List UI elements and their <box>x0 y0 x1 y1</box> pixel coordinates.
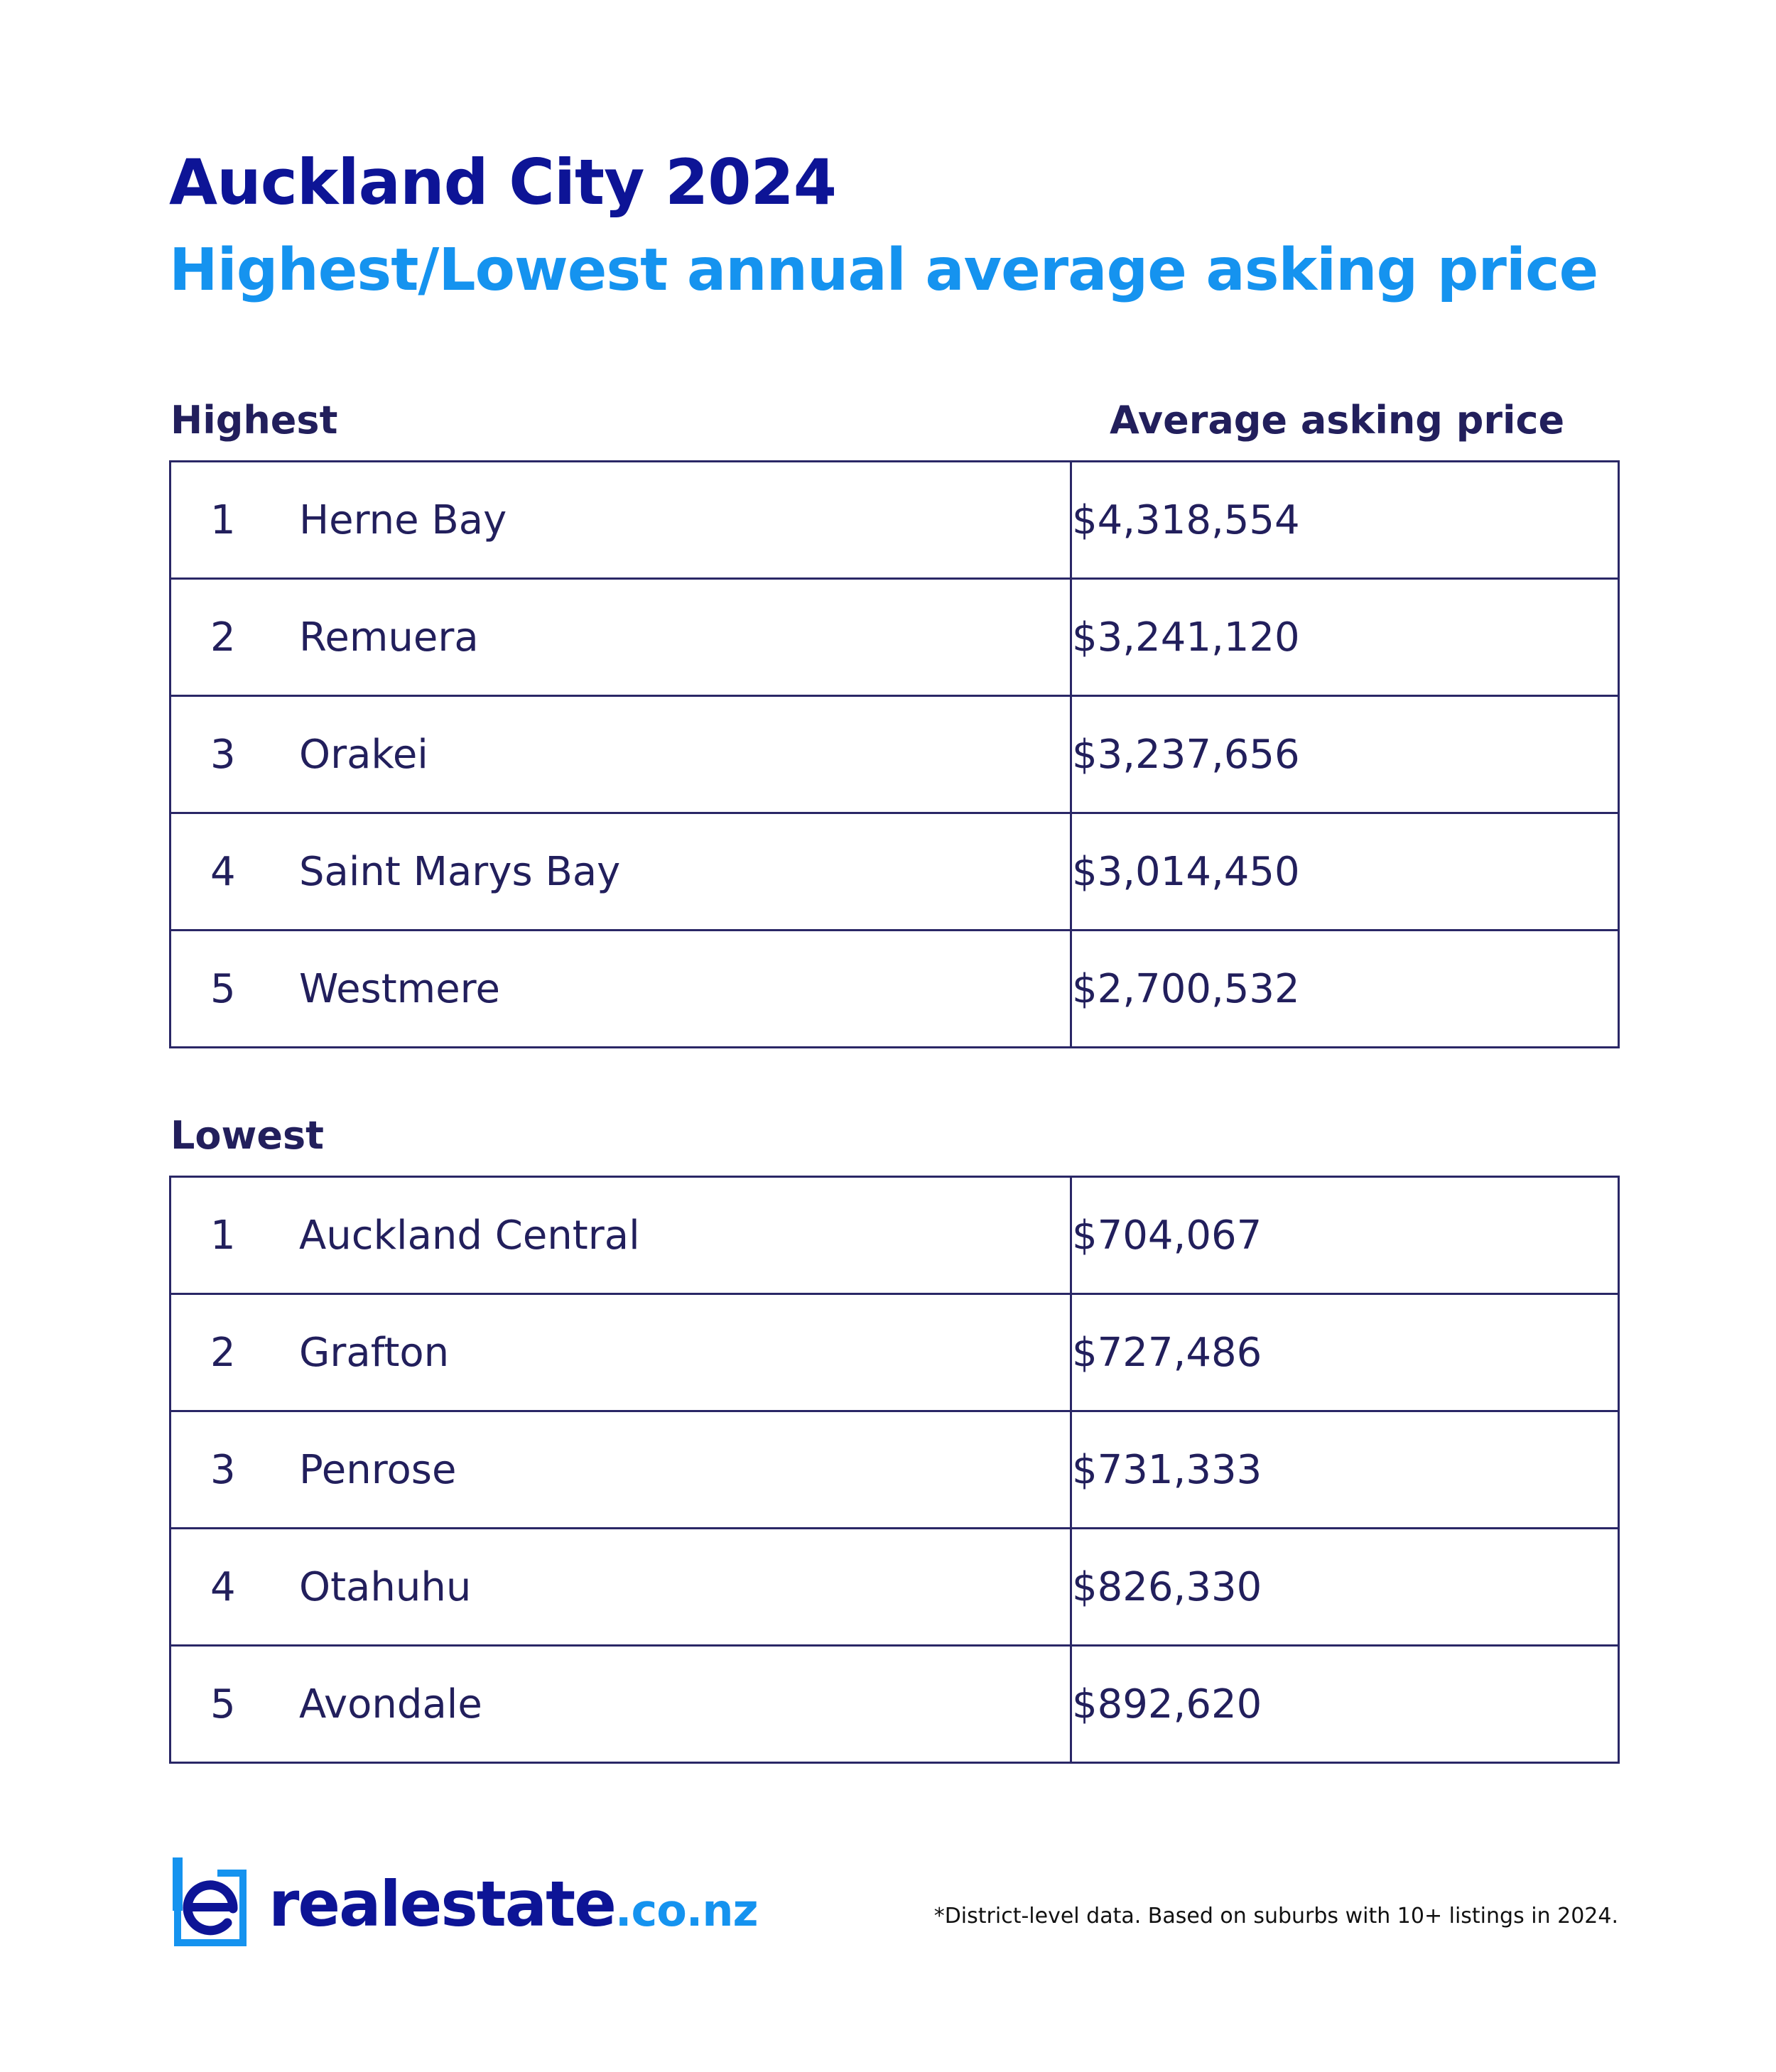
rank-number: 2 <box>210 1329 236 1376</box>
suburb-name: Orakei <box>299 731 428 778</box>
price-cell: $892,620 <box>1070 1644 1620 1764</box>
lowest-table-row: 2 Grafton $727,486 <box>169 1293 1620 1412</box>
logo-wordmark: realestate.co.nz <box>269 1867 759 1941</box>
suburb-cell: 3 Orakei <box>169 695 1072 814</box>
lowest-table-row: 3 Penrose $731,333 <box>169 1410 1620 1529</box>
realestate-logo: realestate.co.nz <box>168 1857 759 1950</box>
price-column-header: Average asking price <box>1110 398 1565 443</box>
highest-table-row: 5 Westmere $2,700,532 <box>169 929 1620 1048</box>
highest-table-row: 4 Saint Marys Bay $3,014,450 <box>169 812 1620 931</box>
price-cell: $4,318,554 <box>1070 460 1620 580</box>
rank-number: 4 <box>210 1563 236 1610</box>
suburb-cell: 2 Remuera <box>169 577 1072 697</box>
suburb-cell: 2 Grafton <box>169 1293 1072 1412</box>
highest-table-row: 3 Orakei $3,237,656 <box>169 695 1620 814</box>
suburb-name: Grafton <box>299 1329 450 1376</box>
footnote: *District-level data. Based on suburbs w… <box>933 1904 1618 1929</box>
suburb-name: Avondale <box>299 1681 482 1727</box>
logo-name: realestate <box>269 1867 617 1941</box>
highest-table-row: 1 Herne Bay $4,318,554 <box>169 460 1620 580</box>
suburb-cell: 3 Penrose <box>169 1410 1072 1529</box>
lowest-table-row: 4 Otahuhu $826,330 <box>169 1527 1620 1647</box>
price-cell: $826,330 <box>1070 1527 1620 1647</box>
suburb-name: Remuera <box>299 614 479 661</box>
rank-number: 2 <box>210 614 236 661</box>
suburb-name: Westmere <box>299 965 500 1012</box>
lowest-table-row: 1 Auckland Central $704,067 <box>169 1176 1620 1295</box>
highest-table-row: 2 Remuera $3,241,120 <box>169 577 1620 697</box>
rank-number: 5 <box>210 1681 236 1727</box>
rank-number: 4 <box>210 848 236 895</box>
lowest-section-label: Lowest <box>170 1113 324 1158</box>
suburb-name: Auckland Central <box>299 1212 640 1259</box>
rank-number: 1 <box>210 1212 236 1259</box>
suburb-name: Otahuhu <box>299 1563 472 1610</box>
suburb-cell: 5 Avondale <box>169 1644 1072 1764</box>
price-cell: $727,486 <box>1070 1293 1620 1412</box>
realestate-logo-icon <box>173 1857 247 1946</box>
price-cell: $3,237,656 <box>1070 695 1620 814</box>
suburb-cell: 1 Auckland Central <box>169 1176 1072 1295</box>
logo-tld: .co.nz <box>614 1884 759 1936</box>
rank-number: 5 <box>210 965 236 1012</box>
suburb-name: Herne Bay <box>299 497 507 543</box>
highest-table-body: 1 Herne Bay $4,318,554 2 Remuera $3,241,120 3 O… <box>169 460 1620 1048</box>
price-cell: $2,700,532 <box>1070 929 1620 1048</box>
rank-number: 3 <box>210 1446 236 1493</box>
lowest-table-body: 1 Auckland Central $704,067 2 Grafton $727,48… <box>169 1176 1620 1764</box>
page-title: Auckland City 2024 <box>169 146 837 219</box>
highest-section-label: Highest <box>170 398 338 443</box>
price-cell: $3,014,450 <box>1070 812 1620 931</box>
suburb-cell: 5 Westmere <box>169 929 1072 1048</box>
rank-number: 1 <box>210 497 236 543</box>
suburb-name: Penrose <box>299 1446 457 1493</box>
price-cell: $3,241,120 <box>1070 577 1620 697</box>
price-cell: $731,333 <box>1070 1410 1620 1529</box>
suburb-cell: 1 Herne Bay <box>169 460 1072 580</box>
rank-number: 3 <box>210 731 236 778</box>
price-cell: $704,067 <box>1070 1176 1620 1295</box>
lowest-table-row: 5 Avondale $892,620 <box>169 1644 1620 1764</box>
suburb-name: Saint Marys Bay <box>299 848 621 895</box>
lowest-table: 1 Auckland Central $704,067 2 Grafton $727,48… <box>169 1176 1620 1764</box>
page-subtitle: Highest/Lowest annual average asking pri… <box>169 237 1598 304</box>
highest-table: 1 Herne Bay $4,318,554 2 Remuera $3,241,120 3 O… <box>169 460 1620 1048</box>
suburb-cell: 4 Saint Marys Bay <box>169 812 1072 931</box>
suburb-cell: 4 Otahuhu <box>169 1527 1072 1647</box>
